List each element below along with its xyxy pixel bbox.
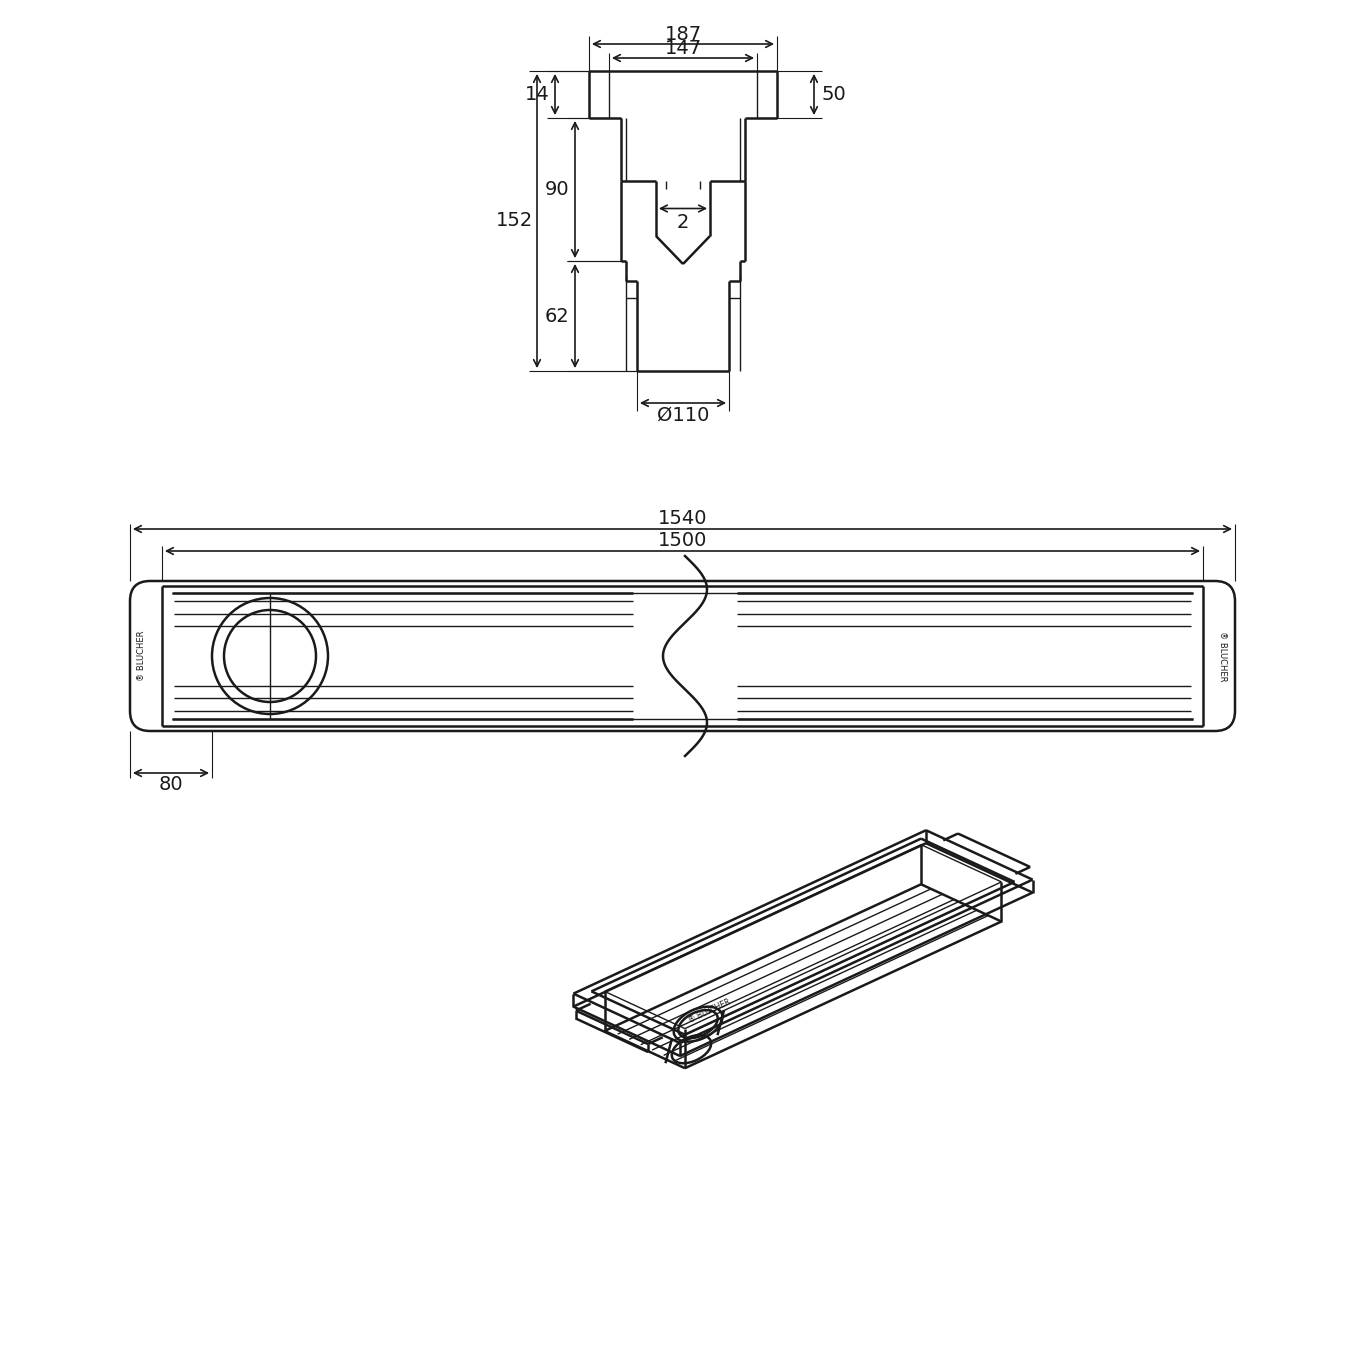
Text: 80: 80: [158, 776, 183, 795]
Text: 1540: 1540: [658, 510, 708, 529]
Text: 90: 90: [545, 180, 570, 199]
Text: ® BLUCHER: ® BLUCHER: [138, 631, 146, 682]
Text: 187: 187: [664, 26, 702, 45]
Text: ® BLUCHER: ® BLUCHER: [1218, 631, 1228, 682]
Text: 147: 147: [664, 40, 702, 59]
Text: 2: 2: [676, 213, 690, 232]
Text: Ø110: Ø110: [657, 406, 709, 425]
Text: 50: 50: [821, 85, 847, 104]
Text: 62: 62: [545, 306, 570, 325]
Text: 1500: 1500: [658, 531, 708, 550]
Text: ® BLUCHER: ® BLUCHER: [687, 997, 732, 1026]
Text: 14: 14: [525, 85, 549, 104]
Text: 152: 152: [496, 212, 534, 231]
